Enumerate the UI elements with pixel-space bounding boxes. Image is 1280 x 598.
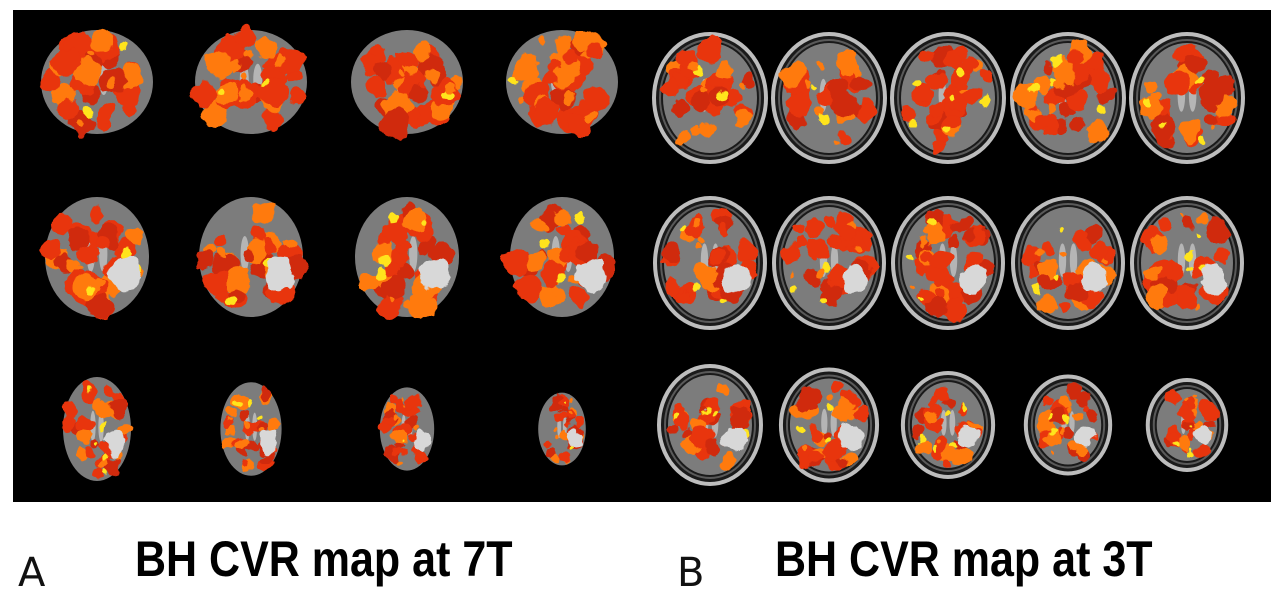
brain-slice-7t — [39, 29, 153, 137]
brain-slice-7t — [378, 387, 435, 471]
brain-slice-3t — [1145, 378, 1229, 472]
panel-a-caption: BH CVR map at 7T — [135, 531, 513, 587]
brain-slice-7t — [197, 197, 308, 317]
brain-slice-3t — [778, 367, 880, 483]
brain-slice-3t — [1010, 32, 1126, 164]
panel-a-letter: A — [18, 550, 46, 596]
brain-slice-7t — [220, 382, 282, 476]
mri-image-panel — [13, 10, 1271, 502]
brain-slice-7t — [43, 197, 149, 321]
brain-slice-7t — [503, 197, 617, 317]
brain-slice-3t — [890, 32, 1006, 164]
brain-slice-3t — [1023, 374, 1113, 476]
brain-slice-7t — [538, 392, 586, 466]
brain-slice-3t — [657, 364, 763, 486]
panel-b-letter: B — [677, 550, 705, 596]
brain-slice-3t — [1011, 196, 1125, 330]
panel-b-caption: BH CVR map at 3T — [775, 531, 1153, 587]
brain-slice-3t — [771, 32, 887, 164]
brain-slice-3t — [1129, 32, 1245, 164]
brain-slice-7t — [351, 30, 464, 138]
brain-slice-3t — [891, 196, 1005, 330]
brain-slice-3t — [652, 32, 768, 164]
panel-a-slices — [39, 25, 618, 481]
brain-slice-7t — [355, 197, 459, 319]
panel-b-slices — [652, 32, 1245, 486]
brain-slice-3t — [1130, 196, 1244, 330]
brain-slice-7t — [506, 30, 618, 137]
brain-slice-7t — [192, 25, 307, 134]
brain-slice-3t — [653, 196, 767, 330]
brain-slice-3t — [900, 371, 996, 479]
brain-slice-3t — [772, 196, 886, 330]
brain-slices-svg — [39, 25, 1245, 486]
brain-slice-7t — [60, 377, 133, 481]
